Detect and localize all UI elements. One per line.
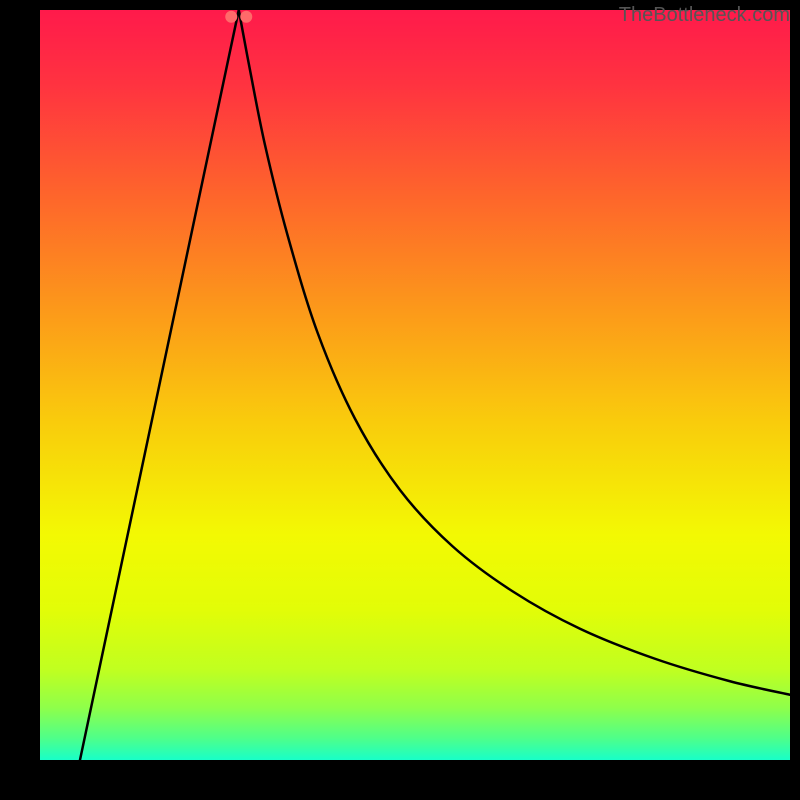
plot-area xyxy=(40,10,790,760)
watermark-text: TheBottleneck.com xyxy=(619,4,790,27)
chart-frame: TheBottleneck.com xyxy=(0,0,800,800)
